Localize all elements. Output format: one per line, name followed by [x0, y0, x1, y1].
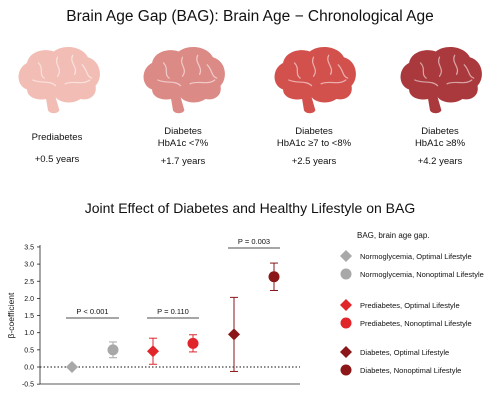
- circle-icon: [340, 268, 352, 280]
- data-point-circle: [187, 337, 199, 349]
- circle-icon: [340, 364, 352, 376]
- p-value-label: P = 0.003: [238, 237, 270, 246]
- legend-item: Diabetes, Optimal Lifestyle: [340, 346, 449, 358]
- category-value: +0.5 years: [34, 154, 80, 165]
- brain-icon-prediabetes: [10, 40, 105, 120]
- brain-icon-diabetes-lt7: [135, 40, 230, 120]
- brain-icon-diabetes-ge8: [392, 40, 487, 120]
- legend-item: Normoglycemia, Optimal Lifestyle: [340, 250, 472, 262]
- brain-icon-diabetes-7to8: [266, 40, 361, 120]
- circle-icon: [340, 317, 352, 329]
- legend-item: Diabetes, Nonoptimal Lifestyle: [340, 364, 461, 376]
- category-prediabetes: Prediabetes +0.5 years: [0, 132, 117, 166]
- category-label: Prediabetes: [31, 132, 83, 143]
- data-point-diamond: [66, 361, 78, 373]
- legend-label: Diabetes, Nonoptimal Lifestyle: [360, 365, 462, 375]
- data-point-diamond: [228, 328, 240, 341]
- category-label: Diabetes: [421, 126, 459, 137]
- y-tick-label: 1.0: [24, 330, 34, 337]
- category-value: +1.7 years: [160, 156, 206, 167]
- category-label: Diabetes: [295, 126, 333, 137]
- diamond-icon: [340, 299, 352, 311]
- y-axis-label: β-coefficient: [6, 292, 16, 338]
- category-diabetes-lt7: Diabetes HbA1c <7% +1.7 years: [123, 126, 243, 168]
- category-value: +4.2 years: [417, 156, 463, 167]
- y-tick-label: 1.5: [24, 313, 34, 320]
- y-tick-label: 0.5: [24, 347, 34, 354]
- data-point-circle: [268, 271, 280, 283]
- category-diabetes-7to8: Diabetes HbA1c ≥7 to <8% +2.5 years: [254, 126, 374, 168]
- legend-item: Normoglycemia, Nonoptimal Lifestyle: [340, 268, 484, 280]
- p-value-label: P < 0.001: [76, 307, 108, 316]
- legend-item: Prediabetes, Nonoptimal Lifestyle: [340, 317, 472, 329]
- forest-plot: -0.5 0.0 0.5 1.0 1.5 2.0 2.5 3.0 3.5 β-coefficien…: [6, 237, 300, 389]
- diamond-icon: [340, 250, 352, 262]
- legend-label: Prediabetes, Optimal Lifestyle: [360, 300, 460, 310]
- category-diabetes-ge8: Diabetes HbA1c ≥8% +4.2 years: [380, 126, 500, 168]
- y-tick-label: 2.0: [24, 296, 34, 303]
- y-tick-label: 3.5: [24, 244, 34, 251]
- diamond-icon: [340, 346, 352, 358]
- legend-label: Prediabetes, Nonoptimal Lifestyle: [360, 318, 472, 328]
- legend-label: Normoglycemia, Nonoptimal Lifestyle: [360, 269, 484, 279]
- page-title: Brain Age Gap (BAG): Brain Age − Chronol…: [66, 8, 434, 25]
- category-label: Diabetes: [164, 126, 202, 137]
- y-tick-label: 3.0: [24, 262, 34, 269]
- y-tick-label: 2.5: [24, 279, 34, 286]
- legend-note: BAG, brain age gap.: [357, 231, 430, 240]
- data-point-circle: [107, 344, 119, 356]
- chart-title: Joint Effect of Diabetes and Healthy Lif…: [84, 200, 416, 216]
- y-tick-label: 0.0: [24, 365, 34, 372]
- legend-label: Diabetes, Optimal Lifestyle: [360, 347, 450, 357]
- p-value-label: P = 0.110: [157, 307, 189, 316]
- data-point-diamond: [147, 345, 159, 358]
- legend-label: Normoglycemia, Optimal Lifestyle: [360, 251, 472, 261]
- y-tick-label: -0.5: [22, 382, 34, 389]
- category-sublabel: HbA1c ≥7 to <8%: [276, 138, 352, 149]
- legend-item: Prediabetes, Optimal Lifestyle: [340, 299, 460, 311]
- category-sublabel: HbA1c ≥8%: [414, 138, 466, 149]
- category-sublabel: HbA1c <7%: [157, 138, 209, 149]
- category-value: +2.5 years: [291, 156, 337, 167]
